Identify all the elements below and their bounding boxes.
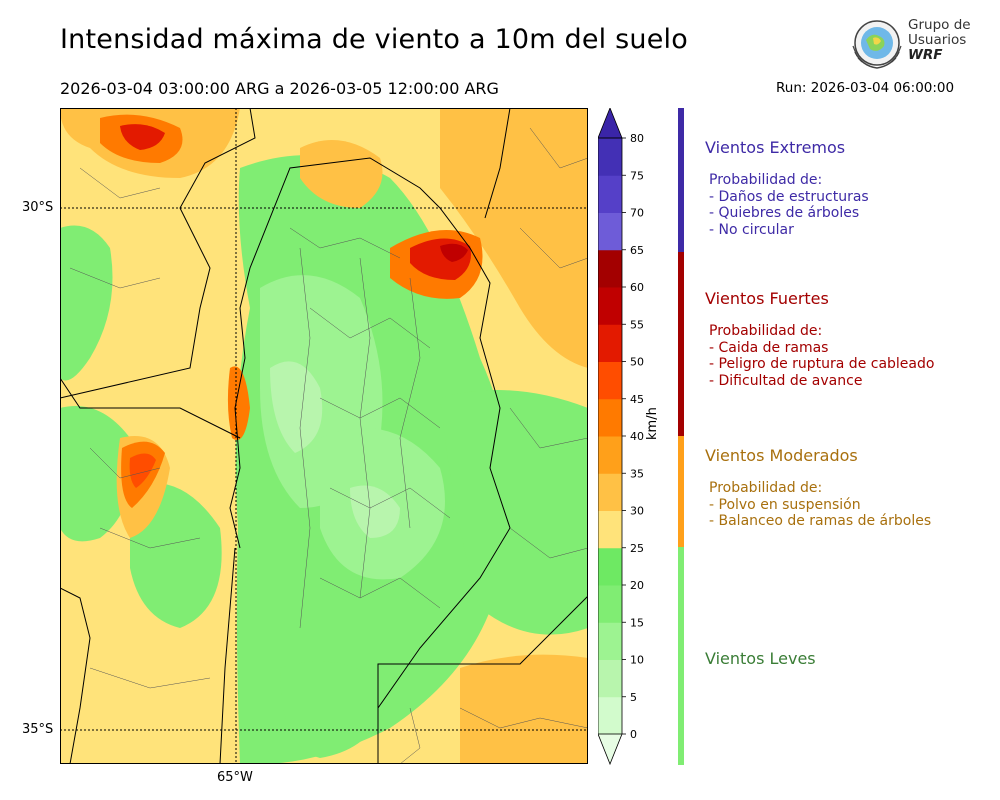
colorbar-tick-label: 50 [630, 356, 644, 369]
sidebar-segment-strong [678, 252, 684, 436]
colorbar-tick-label: 25 [630, 542, 644, 555]
zone-palegreen-2 [350, 485, 400, 538]
category-body-extreme: Probabilidad de: - Daños de estructuras … [709, 172, 869, 238]
colorbar-segment [598, 510, 622, 549]
boundary-line-7 [219, 547, 236, 764]
map-frame [60, 108, 588, 764]
run-timestamp: Run: 2026-03-04 06:00:00 [776, 80, 955, 96]
colorbar-segment [598, 398, 622, 437]
zone-orange-northeast [440, 108, 588, 368]
category-body-strong: Probabilidad de: - Caida de ramas - Peli… [709, 323, 935, 389]
colorbar-segment [598, 249, 622, 288]
colorbar-tick-label: 40 [630, 430, 644, 443]
colorbar-tick-label: 75 [630, 169, 644, 182]
zone-hotspot-east-peak [440, 243, 468, 262]
colorbar-tick-label: 5 [630, 691, 637, 704]
logo-text: Grupo de Usuarios WRF [908, 18, 971, 63]
lat-label-30s: 30°S [22, 200, 54, 215]
colorbar-segment [598, 473, 622, 511]
chart-title: Intensidad máxima de viento a 10m del su… [60, 24, 688, 55]
colorbar-segment [598, 361, 622, 400]
colorbar: 0 5 10 15 20 25 30 35 40 45 50 55 60 65 70 75 80 [598, 108, 644, 766]
colorbar-tick-label: 65 [630, 244, 644, 257]
zone-green-west-north [60, 225, 113, 381]
logo-line-2: Usuarios [908, 32, 967, 48]
colorbar-tick-label: 10 [630, 654, 644, 667]
colorbar-tick-label: 45 [630, 393, 644, 406]
colorbar-segment [598, 622, 622, 660]
colorbar-tick-label: 30 [630, 505, 644, 518]
zone-palegreen [270, 361, 323, 453]
colorbar-segment [598, 696, 622, 735]
zone-orange-north [300, 140, 383, 208]
colorbar-segment [598, 659, 622, 698]
colorbar-segment [598, 175, 622, 213]
category-title-light: Vientos Leves [705, 649, 816, 668]
category-body-moderate: Probabilidad de: - Polvo en suspensión -… [709, 480, 932, 529]
boundary-line-3 [377, 595, 588, 764]
colorbar-tick-label: 80 [630, 132, 644, 145]
lon-label-65w: 65°W [217, 770, 253, 785]
colorbar-tick-label: 60 [630, 281, 644, 294]
colorbar-extend-low [598, 733, 623, 766]
colorbar-segment [598, 138, 622, 176]
zone-hotspot-west-core [129, 453, 156, 488]
category-title-moderate: Vientos Moderados [705, 446, 858, 465]
lat-label-35s: 35°S [22, 722, 54, 737]
boundary-line-2 [229, 157, 511, 709]
zone-orange-southeast [460, 654, 588, 764]
forecast-period: 2026-03-04 03:00:00 ARG a 2026-03-05 12:… [60, 79, 499, 98]
category-sidebar [678, 108, 684, 765]
colorbar-segment [598, 324, 622, 362]
zone-green-south [280, 661, 390, 758]
colorbar-extend-high [598, 108, 623, 139]
sidebar-segment-extreme [678, 108, 684, 252]
colorbar-tick-label: 70 [630, 207, 644, 220]
boundary-line-1 [60, 108, 256, 399]
department-boundaries [69, 127, 588, 764]
colorbar-tick-label: 20 [630, 579, 644, 592]
category-title-strong: Vientos Fuertes [705, 289, 829, 308]
colorbar-segment [598, 547, 622, 586]
logo-line-3: WRF [908, 47, 943, 63]
colorbar-tick-label: 15 [630, 616, 644, 629]
zone-green-east [440, 390, 588, 635]
globe-icon [852, 20, 902, 69]
category-title-extreme: Vientos Extremos [705, 138, 846, 157]
boundary-line-4 [484, 108, 511, 219]
colorbar-segment [598, 287, 622, 325]
colorbar-tick-label: 0 [630, 728, 637, 741]
zone-hotspot-northwest-core [120, 124, 165, 150]
colorbar-segment [598, 436, 622, 474]
colorbar-tick-label: 35 [630, 467, 644, 480]
boundary-line-5 [60, 377, 241, 439]
sidebar-segment-light [678, 547, 684, 765]
zone-ridge-central [227, 366, 250, 440]
boundary-line-6 [60, 587, 91, 764]
wrf-logo: Grupo de Usuarios WRF [848, 16, 978, 74]
zone-green-southwest [130, 483, 222, 628]
sidebar-segment-moderate [678, 436, 684, 547]
wind-map [60, 108, 588, 764]
colorbar-segment [598, 585, 622, 623]
colorbar-unit-label: km/h [645, 407, 660, 440]
logo-line-1: Grupo de [908, 17, 971, 33]
colorbar-segment [598, 212, 622, 251]
zone-green-west [60, 406, 132, 542]
colorbar-tick-label: 55 [630, 318, 644, 331]
